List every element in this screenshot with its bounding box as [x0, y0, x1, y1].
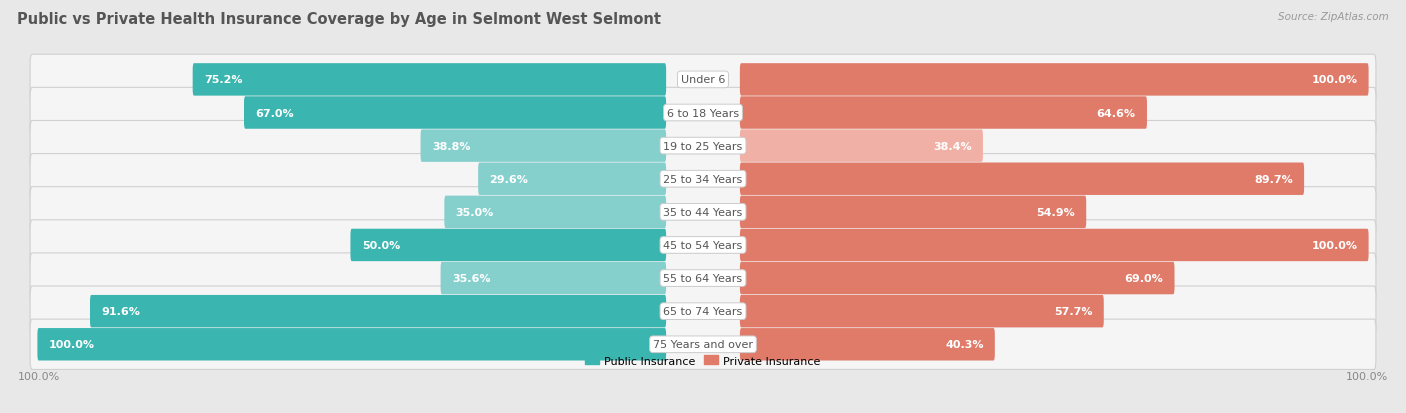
FancyBboxPatch shape — [478, 163, 666, 195]
Text: 38.8%: 38.8% — [432, 141, 471, 151]
FancyBboxPatch shape — [30, 253, 1376, 304]
FancyBboxPatch shape — [193, 64, 666, 96]
FancyBboxPatch shape — [420, 130, 666, 162]
FancyBboxPatch shape — [740, 130, 983, 162]
Text: Under 6: Under 6 — [681, 75, 725, 85]
Text: 35 to 44 Years: 35 to 44 Years — [664, 207, 742, 217]
Text: 75 Years and over: 75 Years and over — [652, 339, 754, 349]
Text: Source: ZipAtlas.com: Source: ZipAtlas.com — [1278, 12, 1389, 22]
Text: 35.0%: 35.0% — [456, 207, 494, 217]
Text: 100.0%: 100.0% — [1312, 75, 1357, 85]
FancyBboxPatch shape — [740, 163, 1305, 195]
FancyBboxPatch shape — [30, 286, 1376, 337]
FancyBboxPatch shape — [30, 154, 1376, 204]
FancyBboxPatch shape — [740, 295, 1104, 328]
Text: 100.0%: 100.0% — [1346, 372, 1388, 382]
FancyBboxPatch shape — [30, 220, 1376, 271]
FancyBboxPatch shape — [740, 64, 1368, 96]
FancyBboxPatch shape — [740, 262, 1174, 294]
FancyBboxPatch shape — [740, 97, 1147, 129]
Text: 100.0%: 100.0% — [49, 339, 94, 349]
FancyBboxPatch shape — [740, 229, 1368, 261]
FancyBboxPatch shape — [740, 196, 1087, 228]
Text: 19 to 25 Years: 19 to 25 Years — [664, 141, 742, 151]
FancyBboxPatch shape — [740, 328, 995, 361]
Text: 50.0%: 50.0% — [361, 240, 399, 250]
FancyBboxPatch shape — [38, 328, 666, 361]
FancyBboxPatch shape — [30, 55, 1376, 105]
Text: 100.0%: 100.0% — [1312, 240, 1357, 250]
Text: 6 to 18 Years: 6 to 18 Years — [666, 108, 740, 118]
Text: 75.2%: 75.2% — [204, 75, 242, 85]
Text: 45 to 54 Years: 45 to 54 Years — [664, 240, 742, 250]
Legend: Public Insurance, Private Insurance: Public Insurance, Private Insurance — [581, 351, 825, 370]
Text: 67.0%: 67.0% — [256, 108, 294, 118]
Text: 54.9%: 54.9% — [1036, 207, 1076, 217]
FancyBboxPatch shape — [30, 121, 1376, 171]
Text: 38.4%: 38.4% — [934, 141, 972, 151]
FancyBboxPatch shape — [30, 319, 1376, 370]
FancyBboxPatch shape — [90, 295, 666, 328]
Text: 69.0%: 69.0% — [1125, 273, 1163, 283]
Text: 40.3%: 40.3% — [945, 339, 984, 349]
Text: 25 to 34 Years: 25 to 34 Years — [664, 174, 742, 184]
FancyBboxPatch shape — [245, 97, 666, 129]
FancyBboxPatch shape — [350, 229, 666, 261]
FancyBboxPatch shape — [440, 262, 666, 294]
FancyBboxPatch shape — [444, 196, 666, 228]
Text: 55 to 64 Years: 55 to 64 Years — [664, 273, 742, 283]
Text: Public vs Private Health Insurance Coverage by Age in Selmont West Selmont: Public vs Private Health Insurance Cover… — [17, 12, 661, 27]
Text: 65 to 74 Years: 65 to 74 Years — [664, 306, 742, 316]
Text: 35.6%: 35.6% — [451, 273, 491, 283]
Text: 29.6%: 29.6% — [489, 174, 529, 184]
Text: 100.0%: 100.0% — [18, 372, 60, 382]
Text: 89.7%: 89.7% — [1254, 174, 1294, 184]
Text: 64.6%: 64.6% — [1097, 108, 1136, 118]
Text: 91.6%: 91.6% — [101, 306, 141, 316]
FancyBboxPatch shape — [30, 187, 1376, 237]
FancyBboxPatch shape — [30, 88, 1376, 138]
Text: 57.7%: 57.7% — [1054, 306, 1092, 316]
